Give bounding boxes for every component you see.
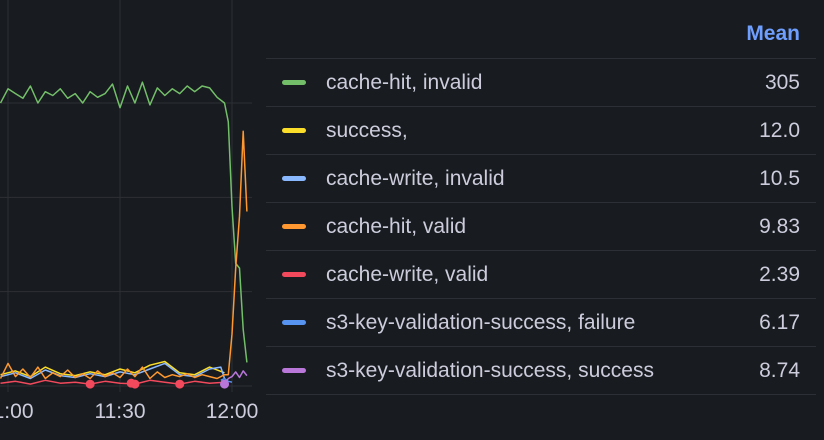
series-name: cache-write, valid bbox=[326, 262, 489, 286]
series-line-s3-key-validation-success-success bbox=[223, 370, 248, 385]
series-color-swatch bbox=[282, 80, 306, 85]
series-mean: 10.5 bbox=[759, 166, 800, 190]
series-mean: 2.39 bbox=[759, 262, 800, 286]
series-mean: 305 bbox=[764, 70, 800, 94]
legend-item[interactable]: s3-key-validation-success, failure 6.17 bbox=[266, 298, 816, 346]
series-point-marker bbox=[130, 379, 140, 389]
x-tick-label: 11:00 bbox=[0, 400, 34, 423]
series-point-marker bbox=[85, 379, 95, 389]
series-line-cache-write-valid bbox=[0, 379, 225, 385]
series-line-cache-hit-valid bbox=[0, 130, 248, 380]
series-mean: 6.17 bbox=[759, 310, 800, 334]
series-color-swatch bbox=[282, 128, 306, 133]
series-name: s3-key-validation-success, failure bbox=[326, 310, 636, 334]
series-color-swatch bbox=[282, 224, 306, 229]
series-line-cache-hit-invalid bbox=[0, 81, 248, 363]
series-color-swatch bbox=[282, 272, 306, 277]
series-color-swatch bbox=[282, 368, 306, 373]
series-line-s3-key-validation-success-failure bbox=[220, 377, 233, 383]
x-axis: 11:00 11:30 12:00 bbox=[0, 398, 262, 428]
series-point-marker bbox=[175, 379, 185, 389]
legend-item[interactable]: cache-write, invalid 10.5 bbox=[266, 154, 816, 202]
legend-item[interactable]: success, 12.0 bbox=[266, 106, 816, 154]
series-name: cache-write, invalid bbox=[326, 166, 505, 190]
series-line-cache-write-invalid bbox=[0, 362, 226, 380]
legend-header: Mean bbox=[266, 10, 816, 58]
legend-table: Mean cache-hit, invalid 305 success, 12.… bbox=[266, 10, 816, 395]
legend-item[interactable]: s3-key-validation-success, success 8.74 bbox=[266, 346, 816, 395]
series-name: cache-hit, valid bbox=[326, 214, 467, 238]
series-color-swatch bbox=[282, 320, 306, 325]
series-name: success, bbox=[326, 118, 408, 142]
x-tick-label: 12:00 bbox=[205, 400, 259, 423]
time-series-plot[interactable] bbox=[0, 0, 252, 400]
series-mean: 9.83 bbox=[759, 214, 800, 238]
series-mean: 12.0 bbox=[759, 118, 800, 142]
legend-item[interactable]: cache-write, valid 2.39 bbox=[266, 250, 816, 298]
mean-column-header[interactable]: Mean bbox=[746, 22, 800, 45]
series-point-marker bbox=[220, 379, 230, 389]
legend-item[interactable]: cache-hit, valid 9.83 bbox=[266, 202, 816, 250]
series-color-swatch bbox=[282, 176, 306, 181]
series-name: s3-key-validation-success, success bbox=[326, 358, 654, 382]
legend-item[interactable]: cache-hit, invalid 305 bbox=[266, 58, 816, 106]
plot-canvas bbox=[0, 0, 252, 392]
series-mean: 8.74 bbox=[759, 358, 800, 382]
series-name: cache-hit, invalid bbox=[326, 70, 483, 94]
x-tick-label: 11:30 bbox=[94, 400, 146, 423]
